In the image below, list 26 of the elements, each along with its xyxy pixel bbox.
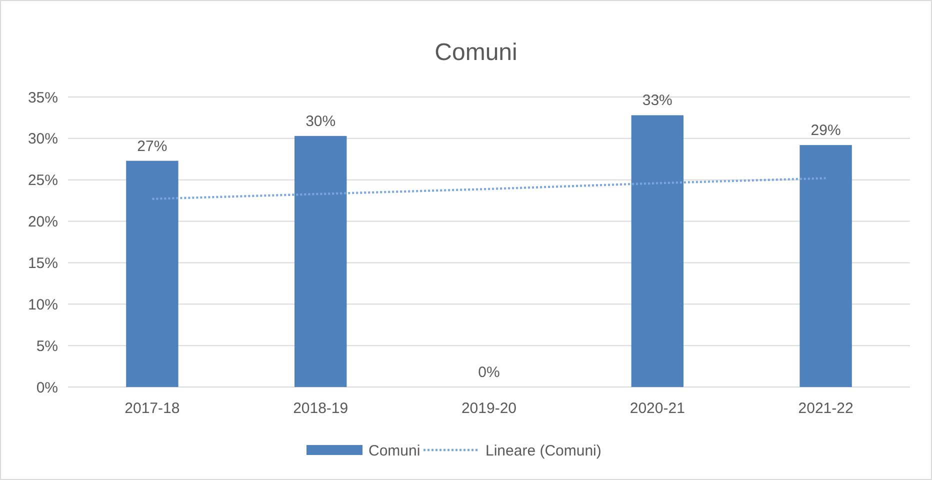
y-tick-label: 10% — [28, 296, 58, 314]
y-tick-label: 20% — [28, 214, 58, 231]
chart-title: Comuni — [434, 39, 518, 66]
y-tick-label: 30% — [28, 130, 58, 148]
bar — [294, 136, 347, 387]
x-tick-label: 2020-21 — [630, 400, 685, 417]
bar — [631, 115, 684, 387]
x-tick-label: 2021-22 — [798, 400, 854, 417]
x-tick-label: 2018-19 — [293, 400, 348, 417]
data-label: 27% — [137, 138, 168, 155]
data-label: 33% — [642, 92, 672, 110]
y-tick-label: 35% — [28, 89, 58, 106]
legend-label: Lineare (Comuni) — [486, 442, 602, 460]
y-tick-label: 15% — [28, 254, 58, 272]
line-series — [151, 177, 827, 200]
data-label: 0% — [478, 364, 500, 381]
data-label: 29% — [810, 122, 841, 140]
legend-label: Comuni — [368, 442, 420, 460]
y-tick-label: 5% — [36, 338, 58, 355]
bar — [800, 145, 852, 387]
y-tick-label: 0% — [36, 379, 58, 396]
data-label: 30% — [306, 112, 336, 130]
x-tick-label: 2017-18 — [124, 400, 180, 417]
x-tick-label: 2019-20 — [461, 400, 517, 417]
bar — [126, 160, 178, 387]
y-tick-label: 25% — [28, 172, 58, 190]
